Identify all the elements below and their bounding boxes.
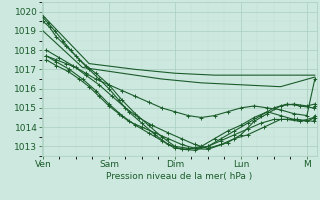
X-axis label: Pression niveau de la mer( hPa ): Pression niveau de la mer( hPa )	[106, 172, 252, 181]
